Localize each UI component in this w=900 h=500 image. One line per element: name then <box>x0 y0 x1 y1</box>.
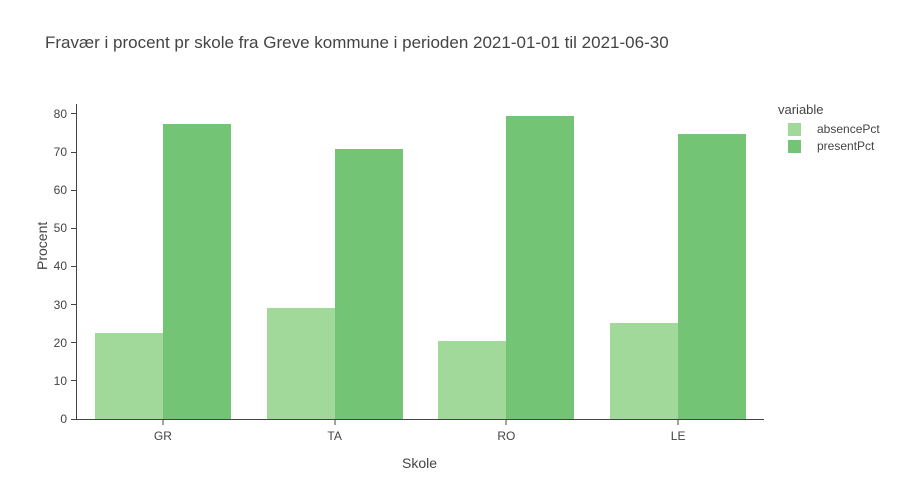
x-tick-label-gr: GR <box>153 429 172 443</box>
y-tick-label: 60 <box>53 183 67 198</box>
legend-item-absencePct[interactable]: absencePct <box>788 122 880 136</box>
y-tick-mark <box>71 265 76 267</box>
legend-swatch-presentPct <box>788 139 801 153</box>
legend-title: variable <box>778 102 824 117</box>
bar-group-ro: RO <box>421 104 593 443</box>
y-tick-label: 20 <box>53 335 67 350</box>
y-tick-mark <box>71 227 76 229</box>
x-tick-label-ro: RO <box>497 429 516 443</box>
x-tick-mark <box>162 420 164 425</box>
y-tick-mark <box>71 418 76 420</box>
x-axis-title: Skole <box>401 455 438 471</box>
bar-presentPct-ta[interactable] <box>334 148 403 419</box>
y-tick-label: 40 <box>53 259 67 274</box>
bar-presentPct-gr[interactable] <box>162 123 231 419</box>
y-tick-label: 10 <box>53 373 67 388</box>
x-tick-mark <box>505 420 507 425</box>
y-tick-label: 50 <box>53 221 67 236</box>
bar-presentPct-ro[interactable] <box>506 115 575 419</box>
x-tick-label-le: LE <box>670 429 686 443</box>
bar-presentPct-le[interactable] <box>678 133 747 419</box>
legend-swatch-absencePct <box>788 122 801 136</box>
y-tick-label: 0 <box>60 412 67 426</box>
y-tick-label: 30 <box>53 297 67 312</box>
y-tick-mark <box>71 342 76 344</box>
bar-absencePct-ro[interactable] <box>438 340 507 419</box>
legend-label-absencePct: absencePct <box>817 122 880 136</box>
legend: variable absencePct presentPct <box>778 102 880 156</box>
bar-group-gr: GR <box>77 104 249 443</box>
bar-absencePct-gr[interactable] <box>94 332 163 419</box>
y-tick-mark <box>71 380 76 382</box>
y-tick-label: 80 <box>53 106 67 121</box>
bar-absencePct-ta[interactable] <box>266 308 335 419</box>
bar-group-le: LE <box>592 104 764 443</box>
y-tick-mark <box>71 189 76 191</box>
x-tick-mark <box>677 420 679 425</box>
y-tick-mark <box>71 151 76 153</box>
x-tick-mark <box>334 420 336 425</box>
bar-group-ta: TA <box>249 104 421 443</box>
bar-groups-container: GR TA RO LE <box>77 104 764 443</box>
legend-label-presentPct: presentPct <box>817 139 875 153</box>
plot-area: GR TA RO LE 0 10 20 30 40 50 60 70 80 <box>54 104 764 443</box>
x-tick-label-ta: TA <box>327 429 342 443</box>
y-tick-label: 70 <box>53 145 67 160</box>
y-tick-mark <box>71 113 76 115</box>
y-tick-mark <box>71 304 76 306</box>
legend-items: absencePct presentPct <box>778 122 880 153</box>
legend-item-presentPct[interactable]: presentPct <box>788 139 880 153</box>
bar-absencePct-le[interactable] <box>610 322 679 419</box>
chart-title: Fravær i procent pr skole fra Greve komm… <box>45 33 669 52</box>
